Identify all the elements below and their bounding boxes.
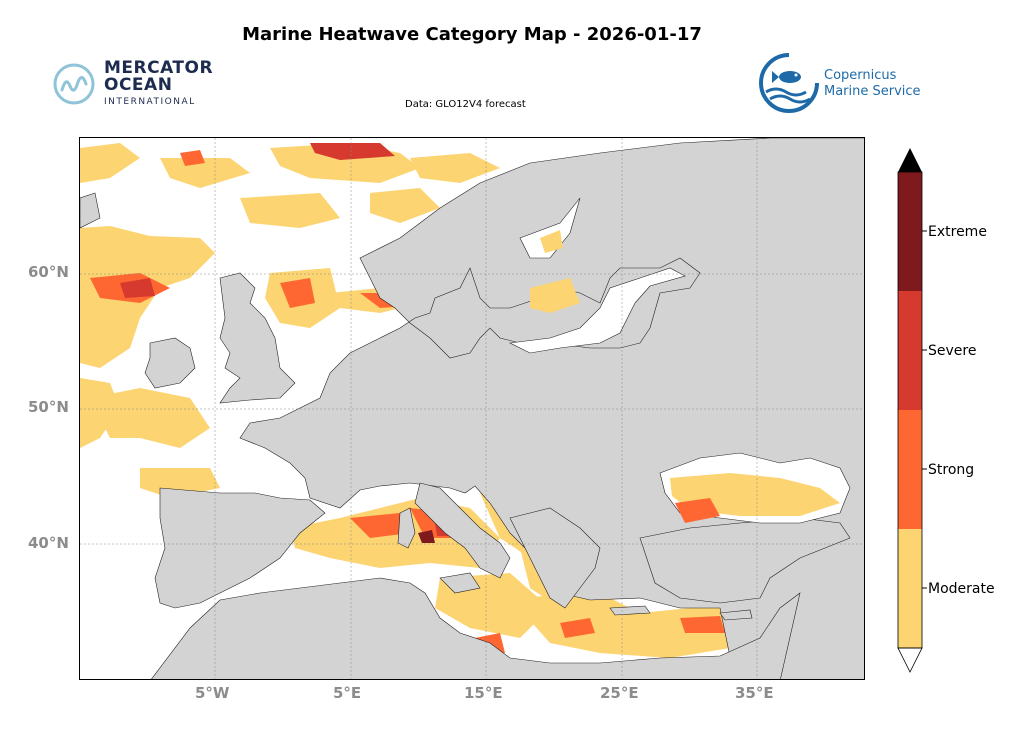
colorbar-label-extreme: Extreme — [928, 224, 987, 240]
map-canvas — [80, 138, 864, 679]
lon-label-35e: 35°E — [735, 684, 774, 702]
mercator-logo-line3: INTERNATIONAL — [104, 97, 196, 107]
colorbar-severe — [898, 291, 922, 410]
heatwave-map — [79, 137, 865, 680]
lon-label-5e: 5°E — [333, 684, 362, 702]
lat-label-60n: 60°N — [28, 263, 69, 281]
mercator-ocean-logo: MERCATOR OCEAN INTERNATIONAL — [52, 60, 222, 112]
colorbar-strong — [898, 410, 922, 529]
extreme-heatwave-areas — [418, 530, 435, 543]
colorbar-label-severe: Severe — [928, 343, 977, 359]
lon-label-15e: 15°E — [464, 684, 503, 702]
copernicus-marine-logo: Copernicus Marine Service — [758, 52, 928, 114]
lon-label-5w: 5°W — [195, 684, 230, 702]
data-source-label: Data: GLO12V4 forecast — [405, 99, 526, 110]
mercator-logo-line2: OCEAN — [104, 75, 173, 95]
colorbar-label-moderate: Moderate — [928, 581, 995, 597]
copernicus-logo-line1: Copernicus — [824, 68, 897, 83]
colorbar-label-strong: Strong — [928, 462, 975, 478]
map-title: Marine Heatwave Category Map - 2026-01-1… — [242, 24, 702, 45]
copernicus-logo-line2: Marine Service — [824, 84, 921, 99]
colorbar-extend-min — [897, 647, 923, 673]
colorbar-extend-max — [898, 148, 922, 172]
lat-label-40n: 40°N — [28, 534, 69, 552]
inland-sea-heatwave — [530, 230, 840, 523]
copernicus-fish-icon — [759, 53, 819, 113]
lat-label-50n: 50°N — [28, 398, 69, 416]
category-colorbar — [897, 148, 927, 673]
colorbar-moderate — [898, 529, 922, 648]
map-gridlines — [80, 138, 864, 679]
lon-label-25e: 25°E — [600, 684, 639, 702]
colorbar-extreme — [898, 172, 922, 291]
mercator-logo-line1: MERCATOR — [104, 58, 214, 78]
mercator-wave-icon — [53, 63, 95, 105]
